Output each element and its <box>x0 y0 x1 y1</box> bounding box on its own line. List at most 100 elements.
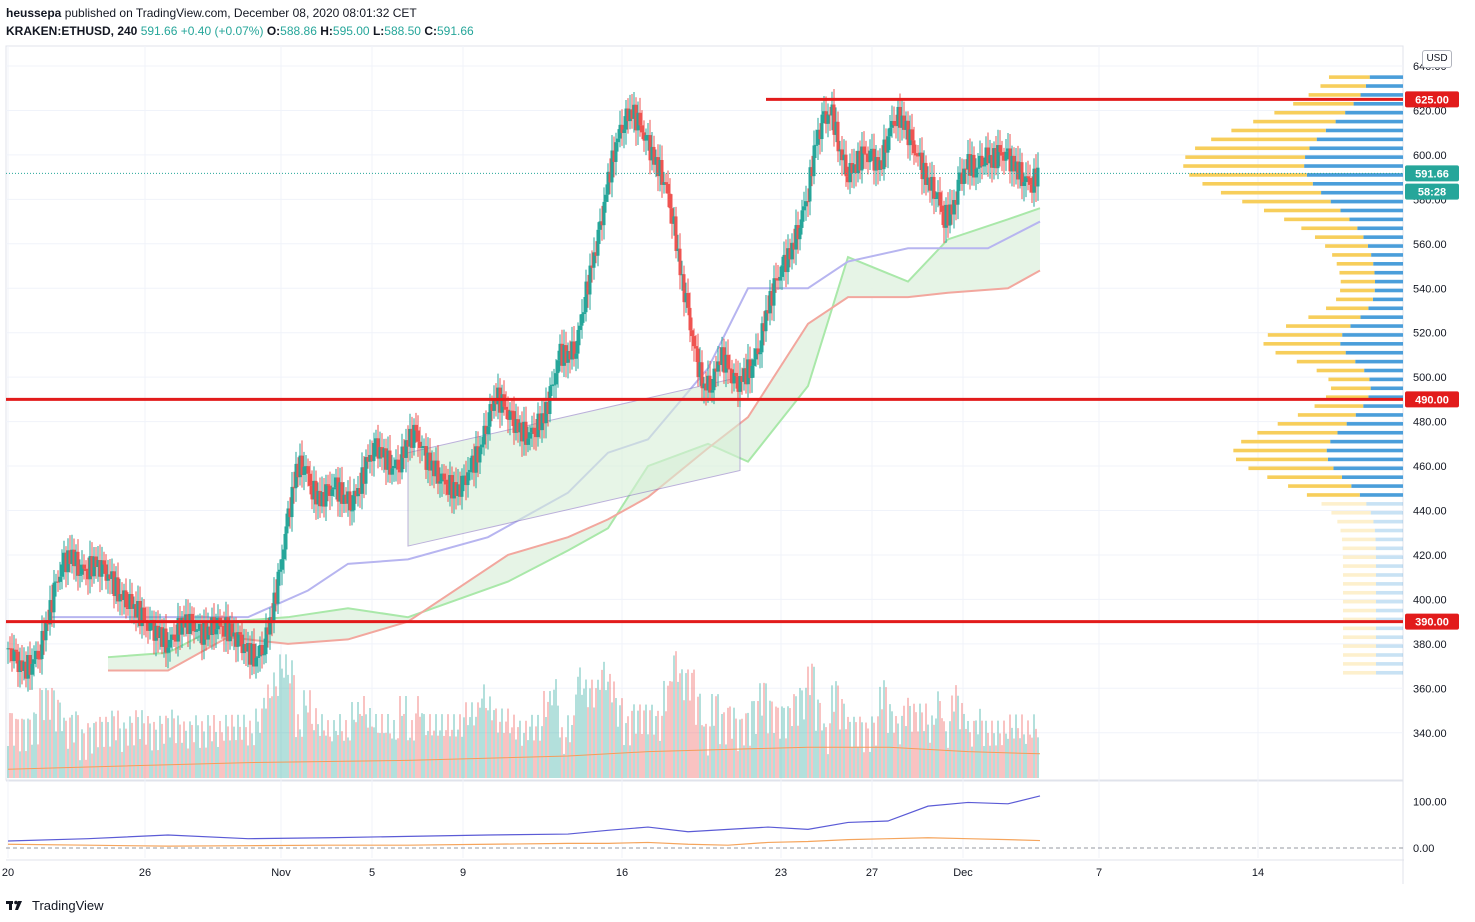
volume-bar <box>19 751 21 778</box>
volume-bar <box>225 714 227 778</box>
volume-profile-bar <box>1241 439 1331 444</box>
candle-body <box>276 571 280 604</box>
symbol-name[interactable]: KRAKEN:ETHUSD, 240 <box>6 24 138 38</box>
volume-profile-bar <box>1351 484 1403 488</box>
volume-bar <box>241 739 243 778</box>
candle-body <box>170 634 174 640</box>
candle-body <box>452 482 456 499</box>
volume-profile-bar <box>1342 582 1376 586</box>
volume-bar <box>345 720 347 778</box>
candle-body <box>298 455 302 478</box>
x-tick-label: 27 <box>866 867 878 879</box>
volume-bar <box>61 731 63 778</box>
candle-body <box>912 140 916 154</box>
candle-body <box>528 432 532 439</box>
volume-bar <box>125 728 127 778</box>
volume-bar <box>185 730 187 778</box>
volume-bar <box>33 712 35 778</box>
currency-button[interactable]: USD <box>1422 50 1452 68</box>
candle-body <box>194 630 198 632</box>
volume-bar <box>443 735 445 778</box>
volume-bar <box>765 683 767 778</box>
volume-bar <box>15 718 17 778</box>
candle-body <box>222 626 226 637</box>
candle-body <box>630 109 634 119</box>
candle-body <box>616 138 620 143</box>
candle-body <box>892 120 896 126</box>
y-tick-label: 380.00 <box>1413 639 1447 651</box>
candle-body <box>390 468 394 475</box>
volume-profile-bar <box>1253 119 1336 124</box>
volume-bar <box>693 669 695 778</box>
last-price: 591.66 <box>140 24 178 38</box>
candle-body <box>886 136 890 153</box>
volume-profile-bar <box>1341 537 1376 542</box>
candle-body <box>122 590 126 601</box>
volume-profile-bar <box>1342 333 1403 337</box>
volume-bar <box>541 726 543 778</box>
candle-body <box>274 592 278 604</box>
publisher-name[interactable]: heussepa <box>6 6 62 20</box>
candle-body <box>570 341 574 360</box>
candle-body <box>8 648 12 650</box>
volume-bar <box>837 685 839 778</box>
candle-body <box>408 428 412 447</box>
candle-body <box>292 486 296 489</box>
candle-body <box>830 104 834 116</box>
indicator-blue-line <box>7 795 1041 842</box>
volume-bar <box>529 726 531 778</box>
candle-body <box>994 148 998 169</box>
open-label: O: <box>266 24 281 38</box>
volume-bar <box>973 720 975 778</box>
volume-bar <box>11 713 13 778</box>
volume-bar <box>559 737 561 778</box>
tradingview-brand[interactable]: TradingView <box>32 897 104 913</box>
candle-body <box>922 162 926 180</box>
candle-body <box>102 560 106 565</box>
candle-body <box>206 626 210 640</box>
volume-profile-bar <box>1355 413 1403 417</box>
volume-bar <box>135 710 137 778</box>
volume-bar <box>855 722 857 778</box>
volume-bar <box>215 731 217 778</box>
volume-profile-bar <box>1189 173 1307 177</box>
volume-profile-bar <box>1343 617 1376 622</box>
volume-profile-bar <box>1342 564 1376 568</box>
candle-body <box>470 455 474 470</box>
volume-bar <box>399 696 401 778</box>
candle-body <box>272 592 276 622</box>
candle-body <box>1006 148 1010 152</box>
volume-bar <box>437 735 439 778</box>
candle-body <box>744 368 748 385</box>
candle-body <box>362 467 366 484</box>
volume-bar <box>725 744 727 778</box>
volume-bar <box>639 704 641 778</box>
candle-body <box>220 625 224 627</box>
candle-body <box>204 622 208 640</box>
volume-profile-bar <box>1367 244 1403 248</box>
candle-body <box>798 227 802 240</box>
volume-bar <box>431 735 433 778</box>
volume-bar <box>1021 714 1023 778</box>
volume-profile-bar <box>1284 217 1350 222</box>
volume-bar <box>379 733 381 778</box>
volume-bar <box>197 725 199 778</box>
candle-body <box>350 510 354 512</box>
volume-bar <box>317 724 319 778</box>
volume-bar <box>891 711 893 778</box>
candle-body <box>212 617 216 635</box>
volume-bar <box>1009 714 1011 778</box>
volume-bar <box>517 727 519 778</box>
candle-body <box>210 617 214 635</box>
candle-body <box>982 165 986 167</box>
candle-body <box>944 204 948 228</box>
volume-bar <box>927 724 929 778</box>
price-label: 490.00 <box>1415 394 1449 406</box>
volume-bar <box>473 725 475 778</box>
candle-body <box>306 466 310 474</box>
volume-bar <box>687 669 689 778</box>
candle-body <box>244 644 248 652</box>
volume-bar <box>545 717 547 778</box>
volume-profile-bar <box>1376 617 1403 622</box>
